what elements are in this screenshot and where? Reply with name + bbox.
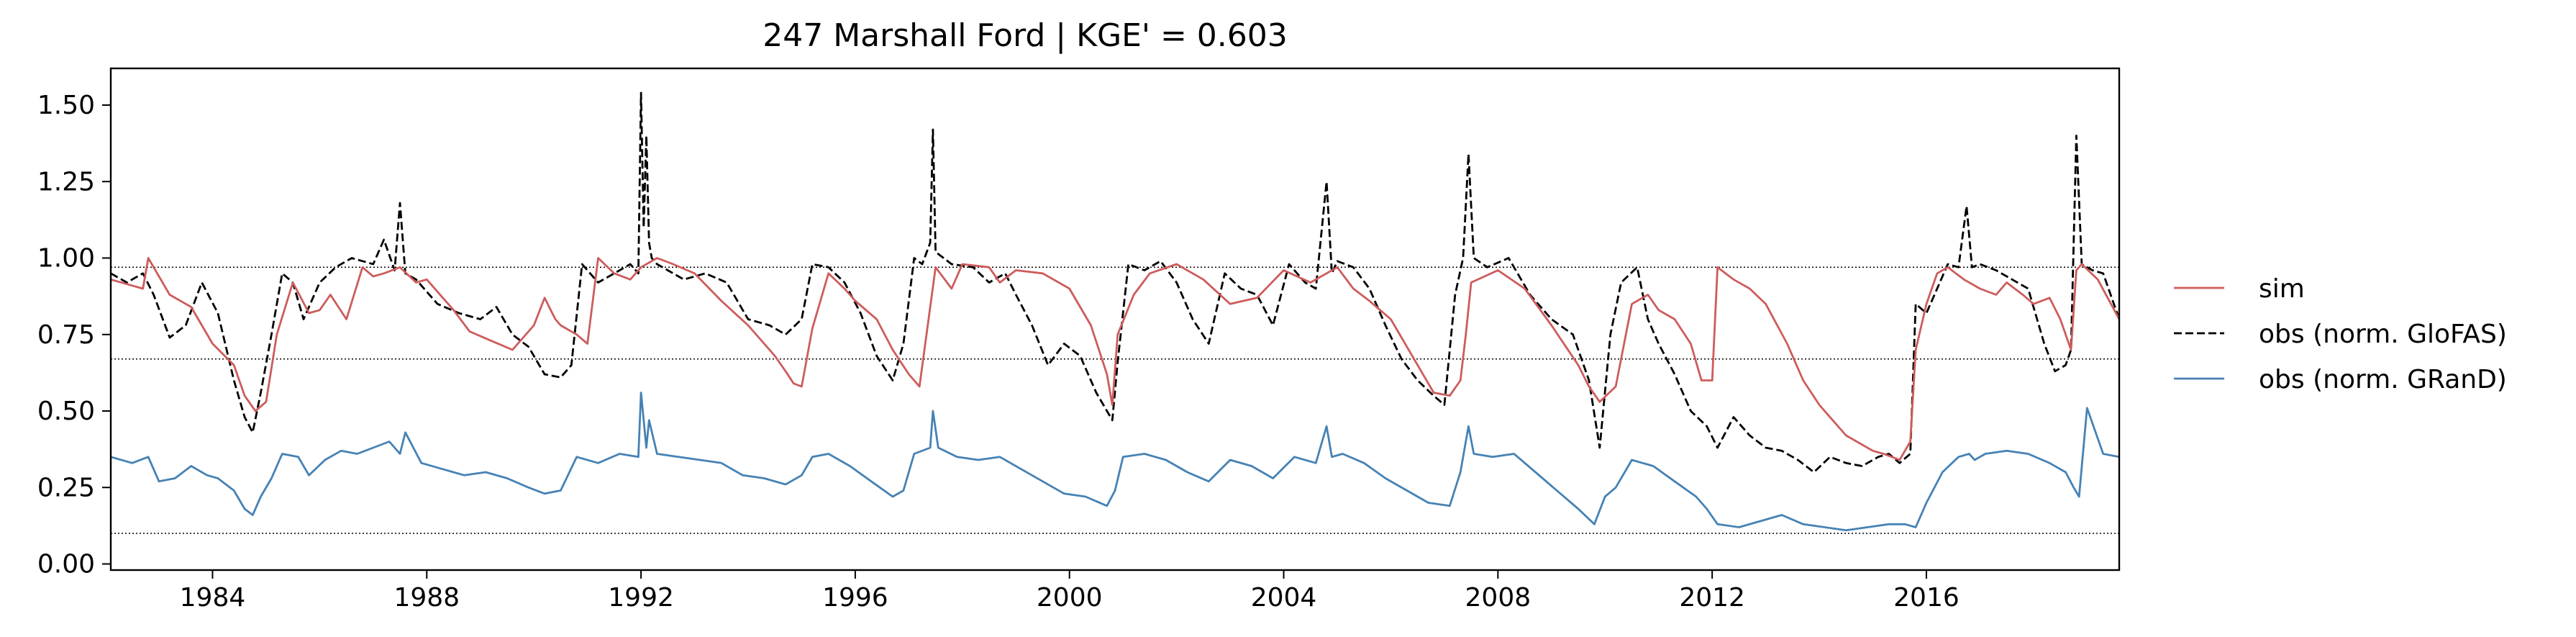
x-tick-label-1: 1988	[393, 583, 460, 613]
x-tick-label-6: 2008	[1465, 583, 1532, 613]
chart-title: 247 Marshall Ford | KGE' = 0.603	[763, 17, 1288, 54]
x-tick-label-7: 2012	[1679, 583, 1745, 613]
x-tick-label-2: 1992	[608, 583, 674, 613]
series-line-1	[111, 91, 2119, 474]
x-tick-label-5: 2004	[1251, 583, 1317, 613]
y-tick-label-2: 0.50	[37, 397, 95, 426]
series-line-2	[111, 392, 2119, 532]
plot-frame	[109, 67, 2121, 572]
legend-label-0: sim	[2259, 274, 2305, 304]
plot-area: 1984 1988 1992 1996 2000 2004 2008 2012 2016 0.00…	[37, 67, 2121, 613]
y-tick-label-1: 0.25	[37, 473, 95, 502]
x-tick-label-0: 1984	[180, 583, 246, 613]
x-tick-label-8: 2016	[1893, 583, 1960, 613]
y-tick-label-6: 1.50	[37, 91, 95, 120]
y-tick-label-3: 0.75	[37, 320, 95, 350]
series-line-0	[111, 257, 2119, 461]
x-tick-label-3: 1996	[822, 583, 888, 613]
legend-label-1: obs (norm. GloFAS)	[2259, 320, 2507, 349]
y-tick-label-0: 0.00	[37, 550, 95, 579]
y-tick-label-5: 1.25	[37, 167, 95, 196]
y-tick-label-4: 1.00	[37, 244, 95, 274]
legend-label-2: obs (norm. GRanD)	[2259, 365, 2507, 394]
x-tick-label-4: 2000	[1037, 583, 1103, 613]
legend: sim obs (norm. GloFAS) obs (norm. GRanD)	[2174, 274, 2507, 394]
